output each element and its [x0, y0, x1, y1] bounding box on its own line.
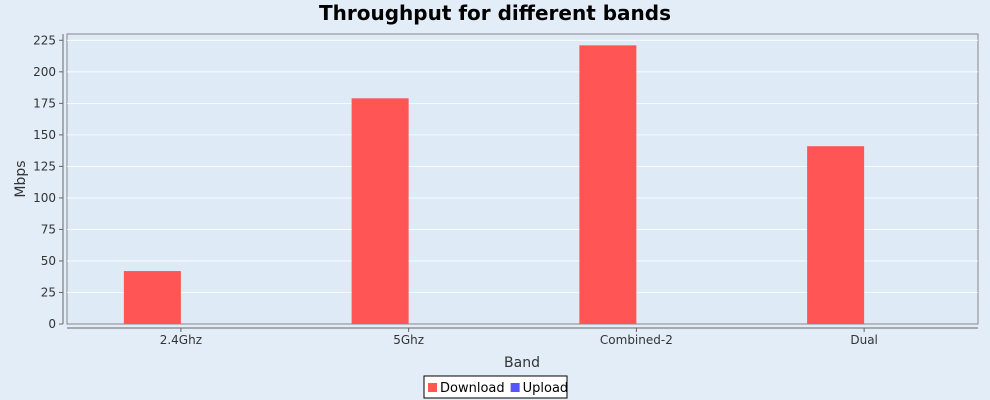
y-tick-label: 75	[41, 222, 56, 236]
y-axis-label: Mbps	[13, 160, 29, 197]
legend-swatch-upload	[510, 383, 520, 392]
legend-label-download: Download	[440, 381, 505, 396]
x-axis-ticks: 2.4Ghz 5Ghz Combined-2 Dual	[160, 328, 878, 347]
y-tick-label: 225	[33, 33, 56, 47]
x-tick-label: Dual	[850, 333, 878, 347]
x-tick-label: Combined-2	[600, 333, 673, 347]
legend-label-upload: Upload	[523, 381, 569, 396]
legend-swatch-download	[428, 383, 437, 392]
chart-title: Throughput for different bands	[319, 1, 671, 25]
y-tick-label: 0	[48, 317, 56, 331]
y-axis-ticks: 0 25 50 75 100 125 150 175 200 225	[33, 33, 63, 331]
bar-download	[807, 146, 865, 324]
y-tick-label: 25	[41, 285, 56, 299]
legend: Download Upload	[423, 375, 569, 399]
x-tick-label: 5Ghz	[393, 333, 424, 347]
y-tick-label: 200	[33, 65, 56, 79]
bar-download	[579, 45, 637, 324]
bars	[123, 45, 865, 324]
x-axis-label: Band	[504, 355, 540, 371]
bar-download	[351, 98, 409, 324]
x-tick-label: 2.4Ghz	[160, 333, 202, 347]
legend-box	[423, 375, 568, 399]
y-tick-label: 175	[33, 96, 56, 110]
y-tick-label: 150	[33, 128, 56, 142]
y-tick-label: 50	[41, 254, 56, 268]
y-tick-label: 125	[33, 159, 56, 173]
bar-download	[123, 271, 181, 324]
y-tick-label: 100	[33, 191, 56, 205]
